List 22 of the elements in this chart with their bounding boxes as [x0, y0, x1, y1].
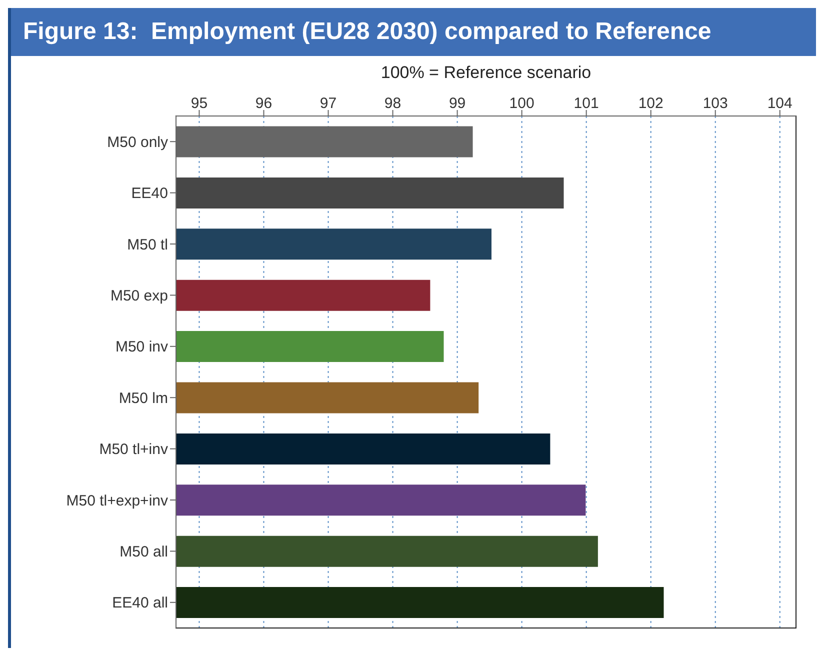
x-tick-label: 100	[509, 95, 534, 112]
x-tick-label: 95	[190, 95, 208, 112]
x-axis-title: 100% = Reference scenario	[380, 63, 592, 82]
y-tick-label: M50 tl+exp+inv	[66, 492, 168, 510]
y-tick-label: M50 lm	[118, 390, 168, 407]
y-tick-label: M50 tl+inv	[99, 441, 168, 458]
x-tick-label: 99	[448, 95, 466, 112]
x-tick-label: 101	[574, 95, 599, 112]
x-tick-label: 102	[638, 95, 664, 112]
x-tick-label: 104	[767, 95, 792, 112]
x-tick-label: 103	[702, 95, 728, 112]
y-tick-label: M50 inv	[115, 338, 168, 356]
y-tick-label: M50 exp	[110, 288, 168, 305]
x-tick-label: 97	[320, 95, 337, 112]
y-tick-label: M50 tl	[127, 236, 168, 254]
y-tick-label: M50 all	[120, 544, 168, 561]
y-tick-label: M50 only	[107, 134, 168, 151]
x-tick-label: 98	[384, 95, 402, 112]
x-tick-label: 96	[255, 95, 272, 112]
chart-title: Figure 13: Employment (EU28 2030) compared to Reference	[11, 8, 816, 56]
y-tick-label: EE40 all	[112, 594, 168, 612]
y-tick-label: EE40	[131, 185, 168, 202]
